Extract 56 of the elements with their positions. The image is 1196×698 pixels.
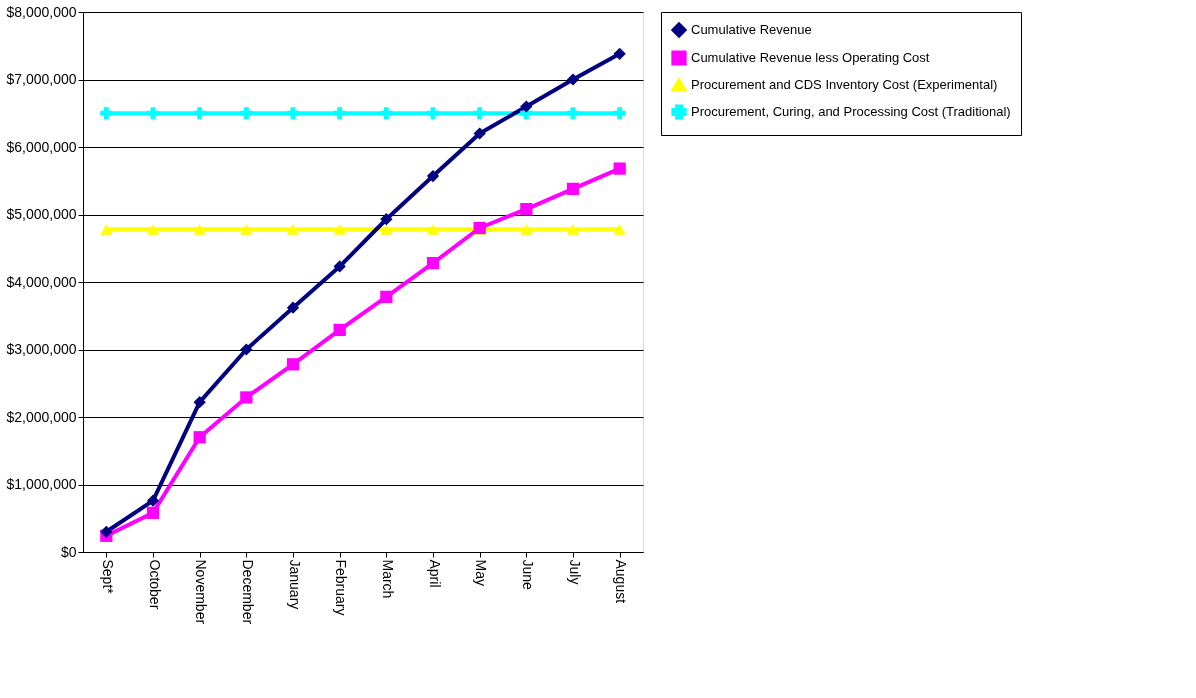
y-tick-label: $6,000,000 [6,138,77,155]
point [380,107,393,120]
point [193,396,206,409]
point [146,107,160,120]
point [566,73,580,86]
point [286,107,300,120]
point [566,224,580,235]
point [426,169,440,183]
point [193,431,206,444]
point [613,107,626,120]
y-tick-label: $1,000,000 [6,476,77,492]
point [566,107,580,120]
y-tick-label: $8,000,000 [6,3,77,20]
point [473,107,486,120]
x-tick-label: February [333,559,350,616]
x-tick-label: June [519,559,536,591]
point [286,224,300,235]
y-tick-label: $4,000,000 [6,273,77,290]
y-tick-label: $5,000,000 [6,206,77,222]
point [566,182,580,195]
y-tick-label: $2,000,000 [6,408,77,425]
point [286,358,300,371]
point [333,323,346,337]
x-tick-label: August [613,559,630,604]
legend-label: Procurement and CDS Inventory Cost (Experimental) [691,77,998,92]
x-tick-label: November [193,559,210,625]
point [613,47,626,60]
point [426,256,440,270]
point [426,107,440,120]
point [380,290,393,303]
y-tick-label: $7,000,000 [6,71,77,87]
point [333,107,346,120]
point [380,213,393,226]
x-tick-label: October [146,559,163,610]
point [286,301,300,314]
point [193,107,206,120]
x-tick-label: March [379,559,396,599]
legend-label: Cumulative Revenue [691,22,812,37]
point [240,107,253,120]
point [426,224,440,235]
point [146,506,160,519]
x-tick-label: April [426,559,443,588]
point [146,494,160,507]
point [100,525,113,538]
x-tick-label: May [473,559,490,586]
x-tick-label: Sept* [99,559,116,595]
point [520,202,533,216]
x-tick-label: December [239,559,256,625]
x-tick-label: January [286,559,303,610]
y-tick-label: $3,000,000 [6,341,77,357]
point [146,224,160,235]
legend-label: Cumulative Revenue less Operating Cost [691,50,930,65]
legend-label: Procurement, Curing, and Processing Cost (Traditional) [691,104,1011,119]
x-tick-label: July [566,559,583,585]
point [100,107,113,120]
y-tick-label: $0 [60,543,77,560]
